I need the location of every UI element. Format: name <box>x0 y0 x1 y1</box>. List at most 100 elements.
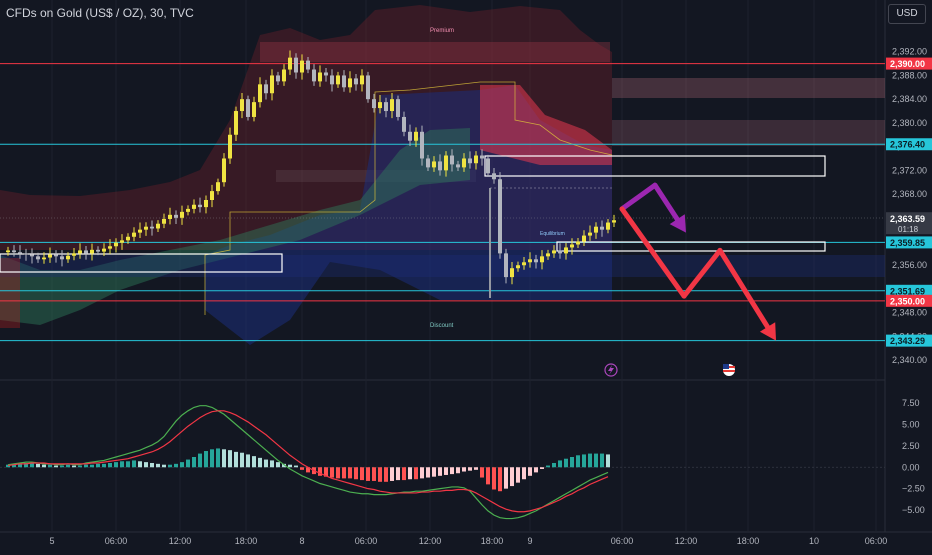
macd-hist-bar-61 <box>372 467 376 481</box>
candle-79 <box>480 155 484 159</box>
candle-96 <box>582 235 586 242</box>
lightning-icon-bolt <box>608 365 614 375</box>
macd-hist-bar-14 <box>90 464 94 468</box>
candle-4 <box>30 254 34 257</box>
candle-86 <box>522 262 526 266</box>
candle-72 <box>438 161 442 171</box>
candle-98 <box>594 226 598 233</box>
macd-hist-bar-76 <box>462 467 466 472</box>
macd-hist-bar-73 <box>444 467 448 475</box>
candle-21 <box>132 232 136 237</box>
macd-hist-bar-22 <box>138 461 142 468</box>
macd-hist-bar-94 <box>570 457 574 468</box>
macd-hist-bar-30 <box>186 459 190 468</box>
price-tick-8: 2,356.00 <box>892 260 927 270</box>
candle-65 <box>396 99 400 117</box>
countdown-label: 01:18 <box>898 225 919 234</box>
candle-83 <box>504 253 508 278</box>
macd-hist-bar-12 <box>78 465 82 468</box>
candle-80 <box>486 158 490 174</box>
price-label-5: 2,343.29 <box>890 336 925 346</box>
candle-100 <box>606 222 610 230</box>
price-label-2: 2,359.85 <box>890 238 925 248</box>
time-tick-5: 06:00 <box>355 536 378 546</box>
macd-hist-bar-35 <box>216 448 220 468</box>
macd-hist-bar-79 <box>480 467 484 478</box>
signal-line <box>7 410 609 513</box>
candle-76 <box>462 158 466 168</box>
candle-24 <box>150 226 154 229</box>
candle-70 <box>426 158 430 168</box>
macd-hist-bar-25 <box>156 463 160 468</box>
price-label-bg-1 <box>886 138 932 151</box>
macd-hist-bar-52 <box>318 467 322 476</box>
cloud-red <box>480 85 612 165</box>
macd-hist-bar-33 <box>204 451 208 468</box>
price-label-1: 2,376.40 <box>890 140 925 150</box>
macd-hist-bar-7 <box>48 464 52 468</box>
macd-hist-bar-88 <box>534 467 538 473</box>
arrow-purple <box>619 182 686 233</box>
macd-hist-bar-93 <box>564 458 568 468</box>
channel-line <box>204 81 613 315</box>
macd-hist-bar-99 <box>600 453 604 468</box>
macd-hist-bar-63 <box>384 467 388 482</box>
macd-hist-bar-80 <box>486 467 490 485</box>
candle-48 <box>294 57 298 73</box>
macd-hist-bar-1 <box>12 463 16 468</box>
macd-hist-bar-58 <box>354 467 358 480</box>
macd-hist-bar-62 <box>378 467 382 482</box>
candle-87 <box>528 259 532 263</box>
candle-94 <box>570 244 574 248</box>
macd-hist-bar-85 <box>516 467 520 483</box>
candle-51 <box>312 69 316 82</box>
time-tick-6: 12:00 <box>419 536 442 546</box>
candle-28 <box>174 214 178 218</box>
macd-hist-bar-87 <box>528 467 532 476</box>
macd-hist-bar-31 <box>192 457 196 468</box>
price-tick-2: 2,384.00 <box>892 94 927 104</box>
macd-hist-bar-49 <box>300 467 304 470</box>
macd-hist-bar-91 <box>552 462 556 468</box>
time-tick-11: 18:00 <box>737 536 760 546</box>
candle-45 <box>276 75 280 82</box>
currency-button[interactable]: USD <box>888 4 926 24</box>
candle-29 <box>180 211 184 218</box>
time-tick-13: 06:00 <box>865 536 888 546</box>
macd-hist-bar-97 <box>588 453 592 468</box>
macd-hist-bar-66 <box>402 467 406 481</box>
macd-hist-bar-65 <box>396 467 400 481</box>
macd-hist-bar-19 <box>120 461 124 468</box>
time-tick-10: 12:00 <box>675 536 698 546</box>
candle-3 <box>24 253 28 255</box>
price-label-0: 2,390.00 <box>890 59 925 69</box>
macd-hist-bar-86 <box>522 467 526 480</box>
candle-41 <box>252 102 256 117</box>
macd-hist-bar-70 <box>426 467 430 478</box>
resistance-box-2 <box>612 120 885 146</box>
zone-label-discount: Discount <box>430 323 454 329</box>
candle-97 <box>588 232 592 236</box>
macd-hist-bar-55 <box>336 467 340 479</box>
candle-39 <box>240 99 244 112</box>
time-tick-8: 9 <box>527 536 532 546</box>
price-label-4: 2,350.00 <box>890 296 925 306</box>
candle-36 <box>222 158 226 183</box>
time-tick-0: 5 <box>49 536 54 546</box>
macd-hist-bar-8 <box>54 465 58 468</box>
macd-hist-bar-28 <box>174 463 178 468</box>
candle-19 <box>120 240 124 243</box>
lightning-icon-ring <box>604 363 618 377</box>
macd-hist-bar-57 <box>348 467 352 479</box>
current-price-label: 2,363.59 <box>890 214 925 224</box>
candle-11 <box>72 253 76 256</box>
price-label-bg-3 <box>886 284 932 297</box>
time-tick-2: 12:00 <box>169 536 192 546</box>
macd-hist-bar-43 <box>264 459 268 468</box>
candle-9 <box>60 256 64 260</box>
macd-hist-bar-37 <box>228 450 232 468</box>
candle-2 <box>18 252 22 254</box>
price-tick-10: 2,348.00 <box>892 308 927 318</box>
